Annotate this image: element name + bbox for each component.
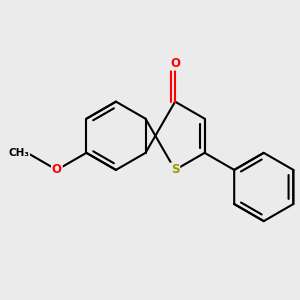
Text: CH₃: CH₃ — [8, 148, 29, 158]
Text: O: O — [52, 164, 62, 176]
Text: S: S — [171, 164, 179, 176]
Text: O: O — [170, 57, 180, 70]
